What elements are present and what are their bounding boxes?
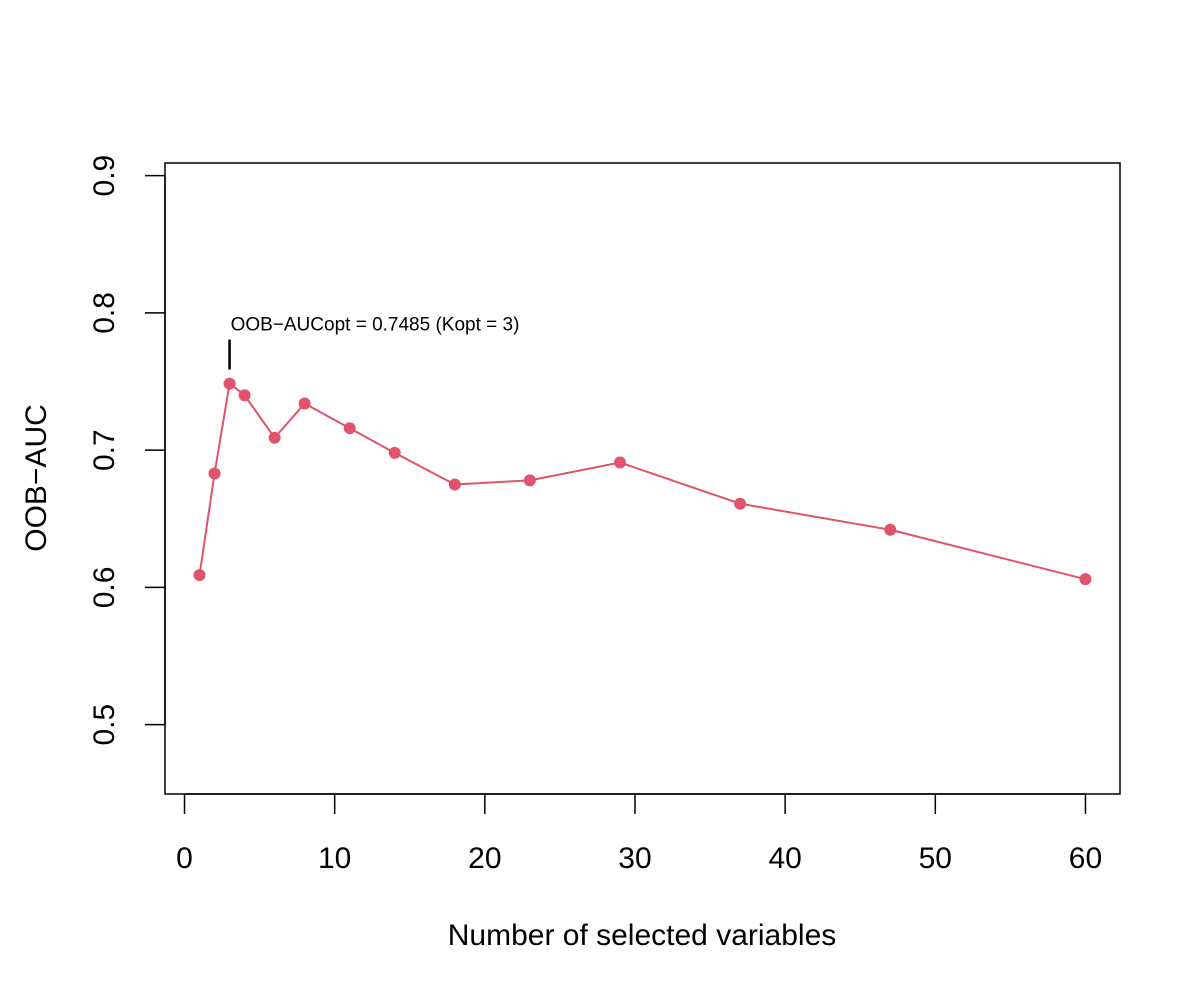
x-tick-label: 60: [1069, 842, 1102, 875]
data-point: [448, 478, 461, 491]
data-point: [523, 474, 536, 487]
y-axis-label: OOB−AUC: [20, 404, 53, 552]
series-line: [198, 381, 1086, 581]
data-point: [613, 456, 626, 469]
y-tick-label: 0.7: [88, 429, 121, 471]
x-axis: 0 10 20 30 40 50 60: [176, 793, 1102, 875]
y-tick-label: 0.6: [88, 567, 121, 609]
data-point: [223, 377, 236, 390]
x-tick-label: 10: [318, 842, 351, 875]
data-point: [884, 523, 897, 536]
data-point: [388, 446, 401, 459]
x-tick-label: 40: [768, 842, 801, 875]
series-layer: [193, 377, 1092, 586]
annotation-text: OOB−AUCopt = 0.7485 (Kopt = 3): [231, 315, 520, 336]
annotation-layer: OOB−AUCopt = 0.7485 (Kopt = 3): [228, 315, 520, 370]
data-point: [298, 397, 311, 410]
x-tick-label: 30: [618, 842, 651, 875]
data-point: [238, 389, 251, 402]
data-point: [1079, 573, 1092, 586]
data-point: [343, 422, 356, 435]
x-tick-label: 50: [919, 842, 952, 875]
x-axis-label: Number of selected variables: [448, 919, 837, 952]
y-tick-label: 0.9: [88, 155, 121, 197]
y-tick-label: 0.5: [88, 704, 121, 746]
y-axis: 0.5 0.6 0.7 0.8 0.9: [88, 155, 166, 746]
data-point: [208, 467, 221, 480]
data-point: [193, 569, 206, 582]
y-tick-label: 0.8: [88, 292, 121, 334]
plot-frame: [164, 162, 1121, 795]
data-point: [734, 497, 747, 510]
data-point: [268, 431, 281, 444]
x-tick-label: 0: [176, 842, 193, 875]
x-tick-label: 20: [468, 842, 501, 875]
